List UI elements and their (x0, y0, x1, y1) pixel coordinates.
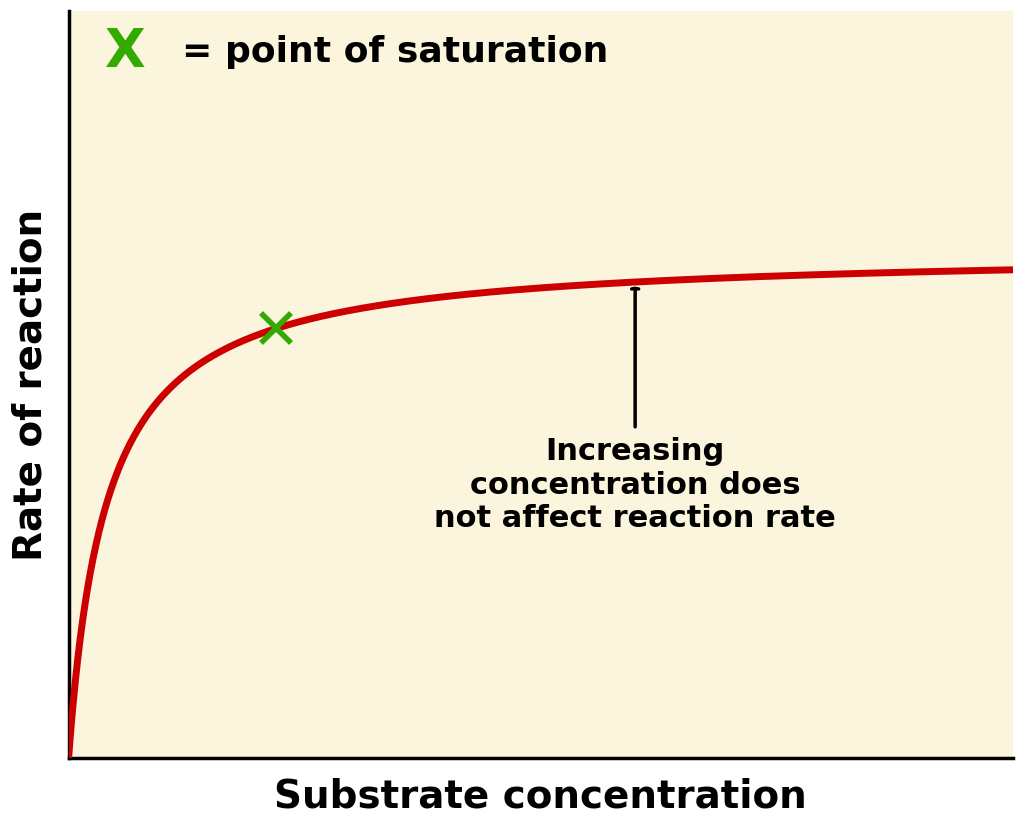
Text: Increasing
concentration does
not affect reaction rate: Increasing concentration does not affect… (434, 437, 836, 533)
Text: X: X (104, 26, 145, 79)
Text: = point of saturation: = point of saturation (182, 36, 608, 69)
X-axis label: Substrate concentration: Substrate concentration (274, 778, 807, 816)
Y-axis label: Rate of reaction: Rate of reaction (11, 208, 49, 561)
